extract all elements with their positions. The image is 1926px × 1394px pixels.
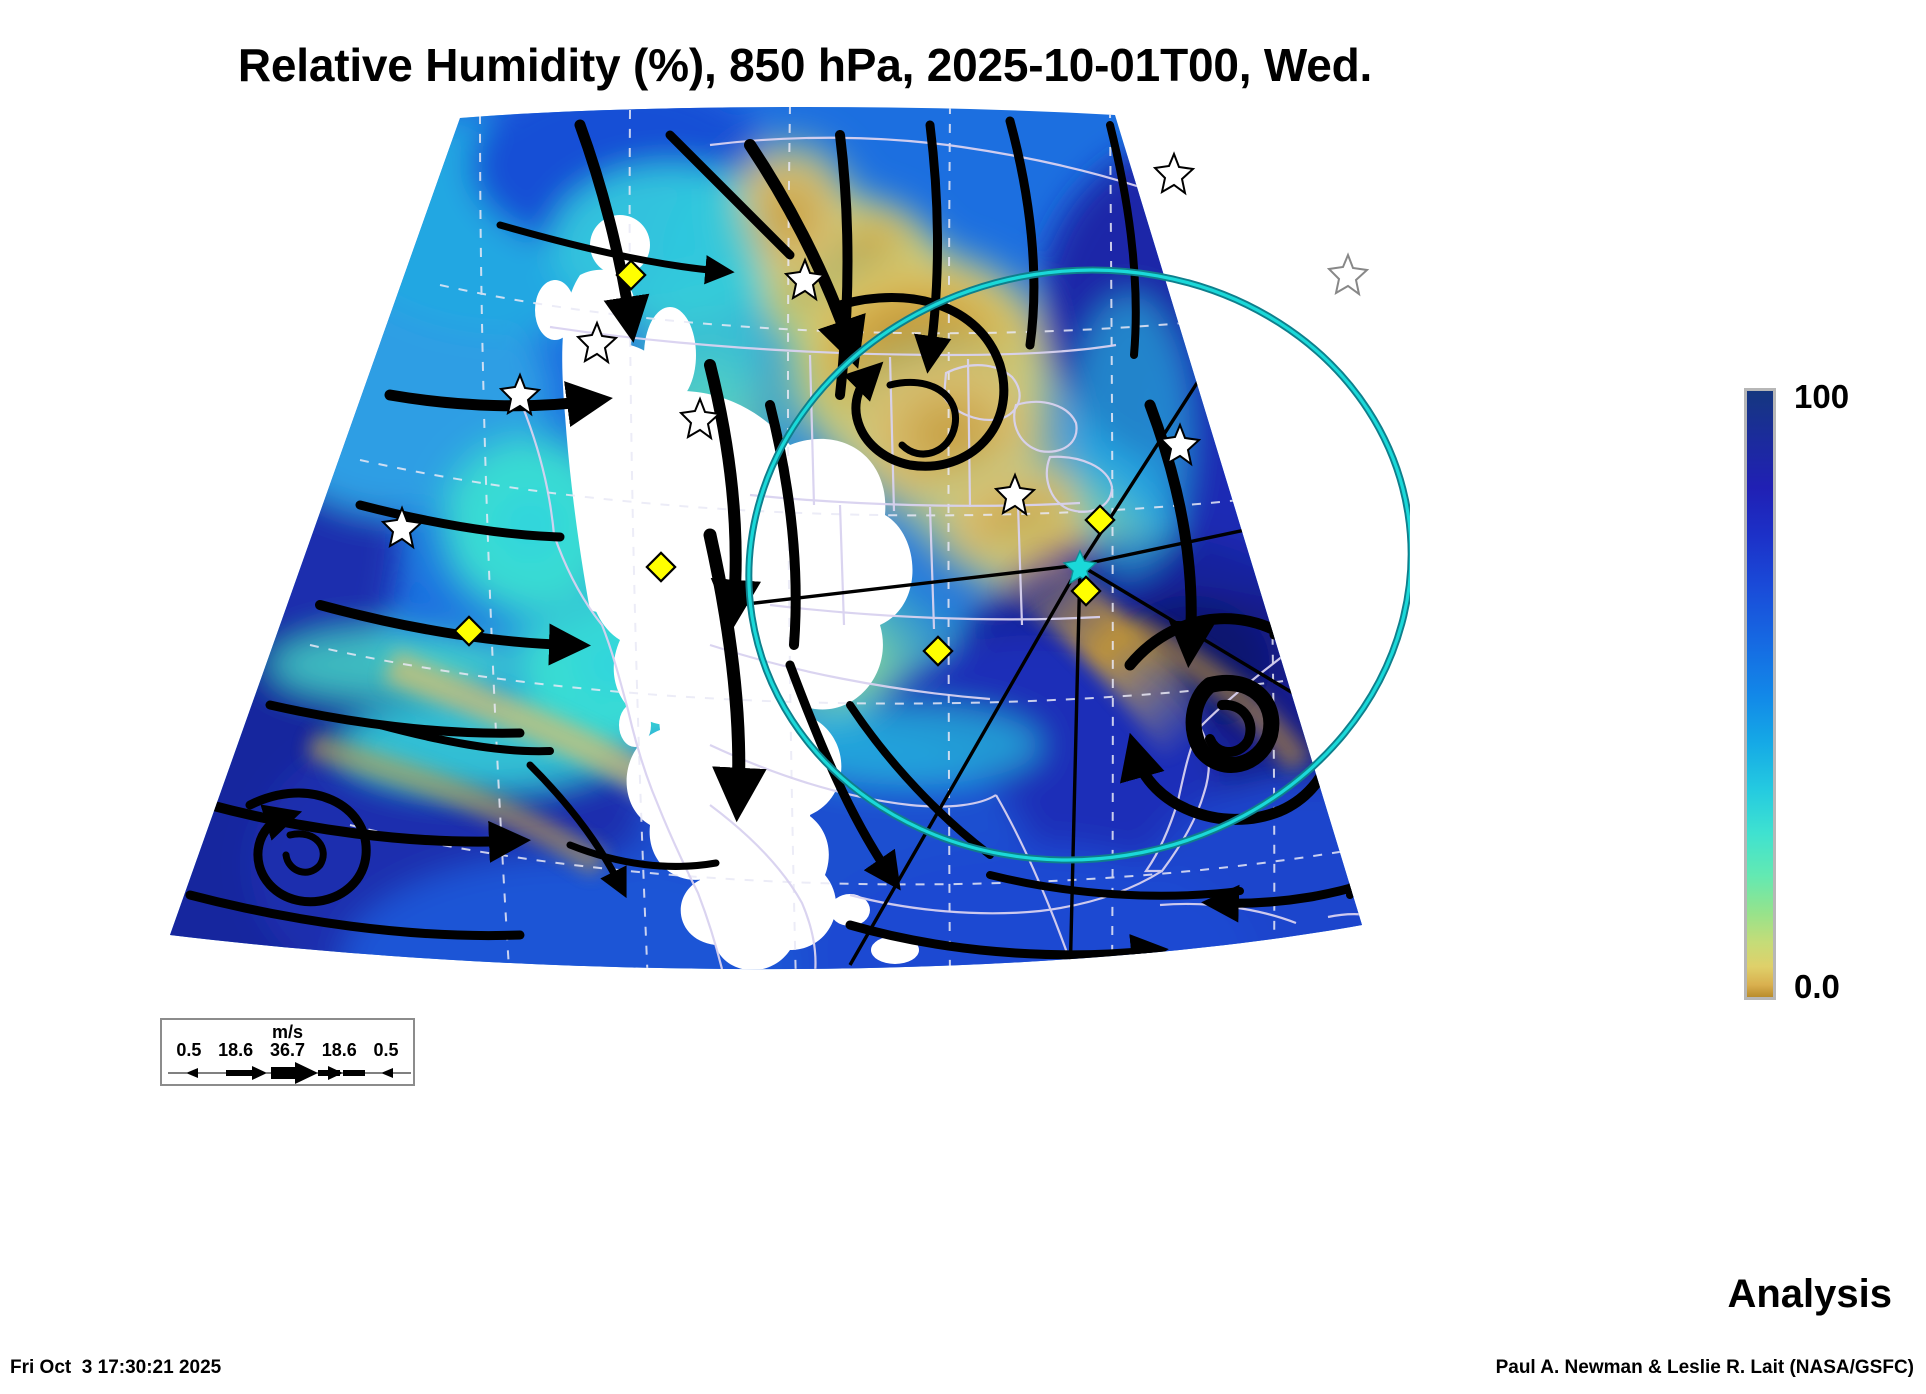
wind-legend-value: 18.6 xyxy=(218,1040,254,1060)
colorbar-max-label: 100 xyxy=(1794,378,1850,415)
city-markers[interactable] xyxy=(380,151,1370,550)
wind-speed-legend: m/s 0.5 18.6 36.7 18.6 0.5 xyxy=(160,1018,415,1086)
station-marker[interactable] xyxy=(922,635,954,667)
wind-legend-value: 0.5 xyxy=(373,1040,399,1060)
range-ring xyxy=(745,266,1410,864)
relative-humidity-map[interactable] xyxy=(150,105,1410,1005)
station-marker[interactable] xyxy=(453,615,485,647)
wind-legend-value: 0.5 xyxy=(176,1040,202,1060)
station-marker[interactable] xyxy=(1084,504,1116,536)
station-marker[interactable] xyxy=(615,259,647,291)
map-boundaries xyxy=(520,136,1362,970)
city-star-icon[interactable] xyxy=(1152,151,1196,196)
wind-legend-arrow-icon xyxy=(168,1062,411,1084)
city-star-icon[interactable] xyxy=(498,372,542,417)
station-markers[interactable] xyxy=(453,259,1116,667)
station-marker[interactable] xyxy=(645,551,677,583)
humidity-field xyxy=(170,107,1362,970)
generation-timestamp: Fri Oct 3 17:30:21 2025 xyxy=(10,1357,222,1378)
center-star-icon xyxy=(1062,549,1098,585)
colorbar: 100 0.0 xyxy=(1744,378,1926,1014)
author-credit: Paul A. Newman & Leslie R. Lait (NASA/GS… xyxy=(1495,1357,1914,1378)
station-marker[interactable] xyxy=(1070,575,1102,607)
map-panel[interactable] xyxy=(150,105,1410,1005)
city-star-icon[interactable] xyxy=(1326,252,1370,297)
page-title: Relative Humidity (%), 850 hPa, 2025-10-… xyxy=(237,39,1373,91)
city-star-icon[interactable] xyxy=(1158,422,1202,467)
city-star-icon[interactable] xyxy=(575,320,619,365)
wind-legend-value: 18.6 xyxy=(321,1040,357,1060)
wind-legend-unit-label: m/s xyxy=(271,1022,304,1042)
streamlines xyxy=(185,116,1362,970)
analysis-label: Analysis xyxy=(1727,1272,1892,1316)
city-star-icon[interactable] xyxy=(783,257,827,302)
colorbar-min-label: 0.0 xyxy=(1794,968,1840,1005)
wind-legend-values: 0.5 18.6 36.7 18.6 0.5 xyxy=(162,1040,413,1061)
city-star-icon[interactable] xyxy=(380,505,424,550)
colorbar-gradient xyxy=(1744,388,1776,1000)
wind-legend-value: 36.7 xyxy=(269,1040,305,1060)
city-star-icon[interactable] xyxy=(678,396,722,441)
city-star-icon[interactable] xyxy=(993,472,1037,517)
